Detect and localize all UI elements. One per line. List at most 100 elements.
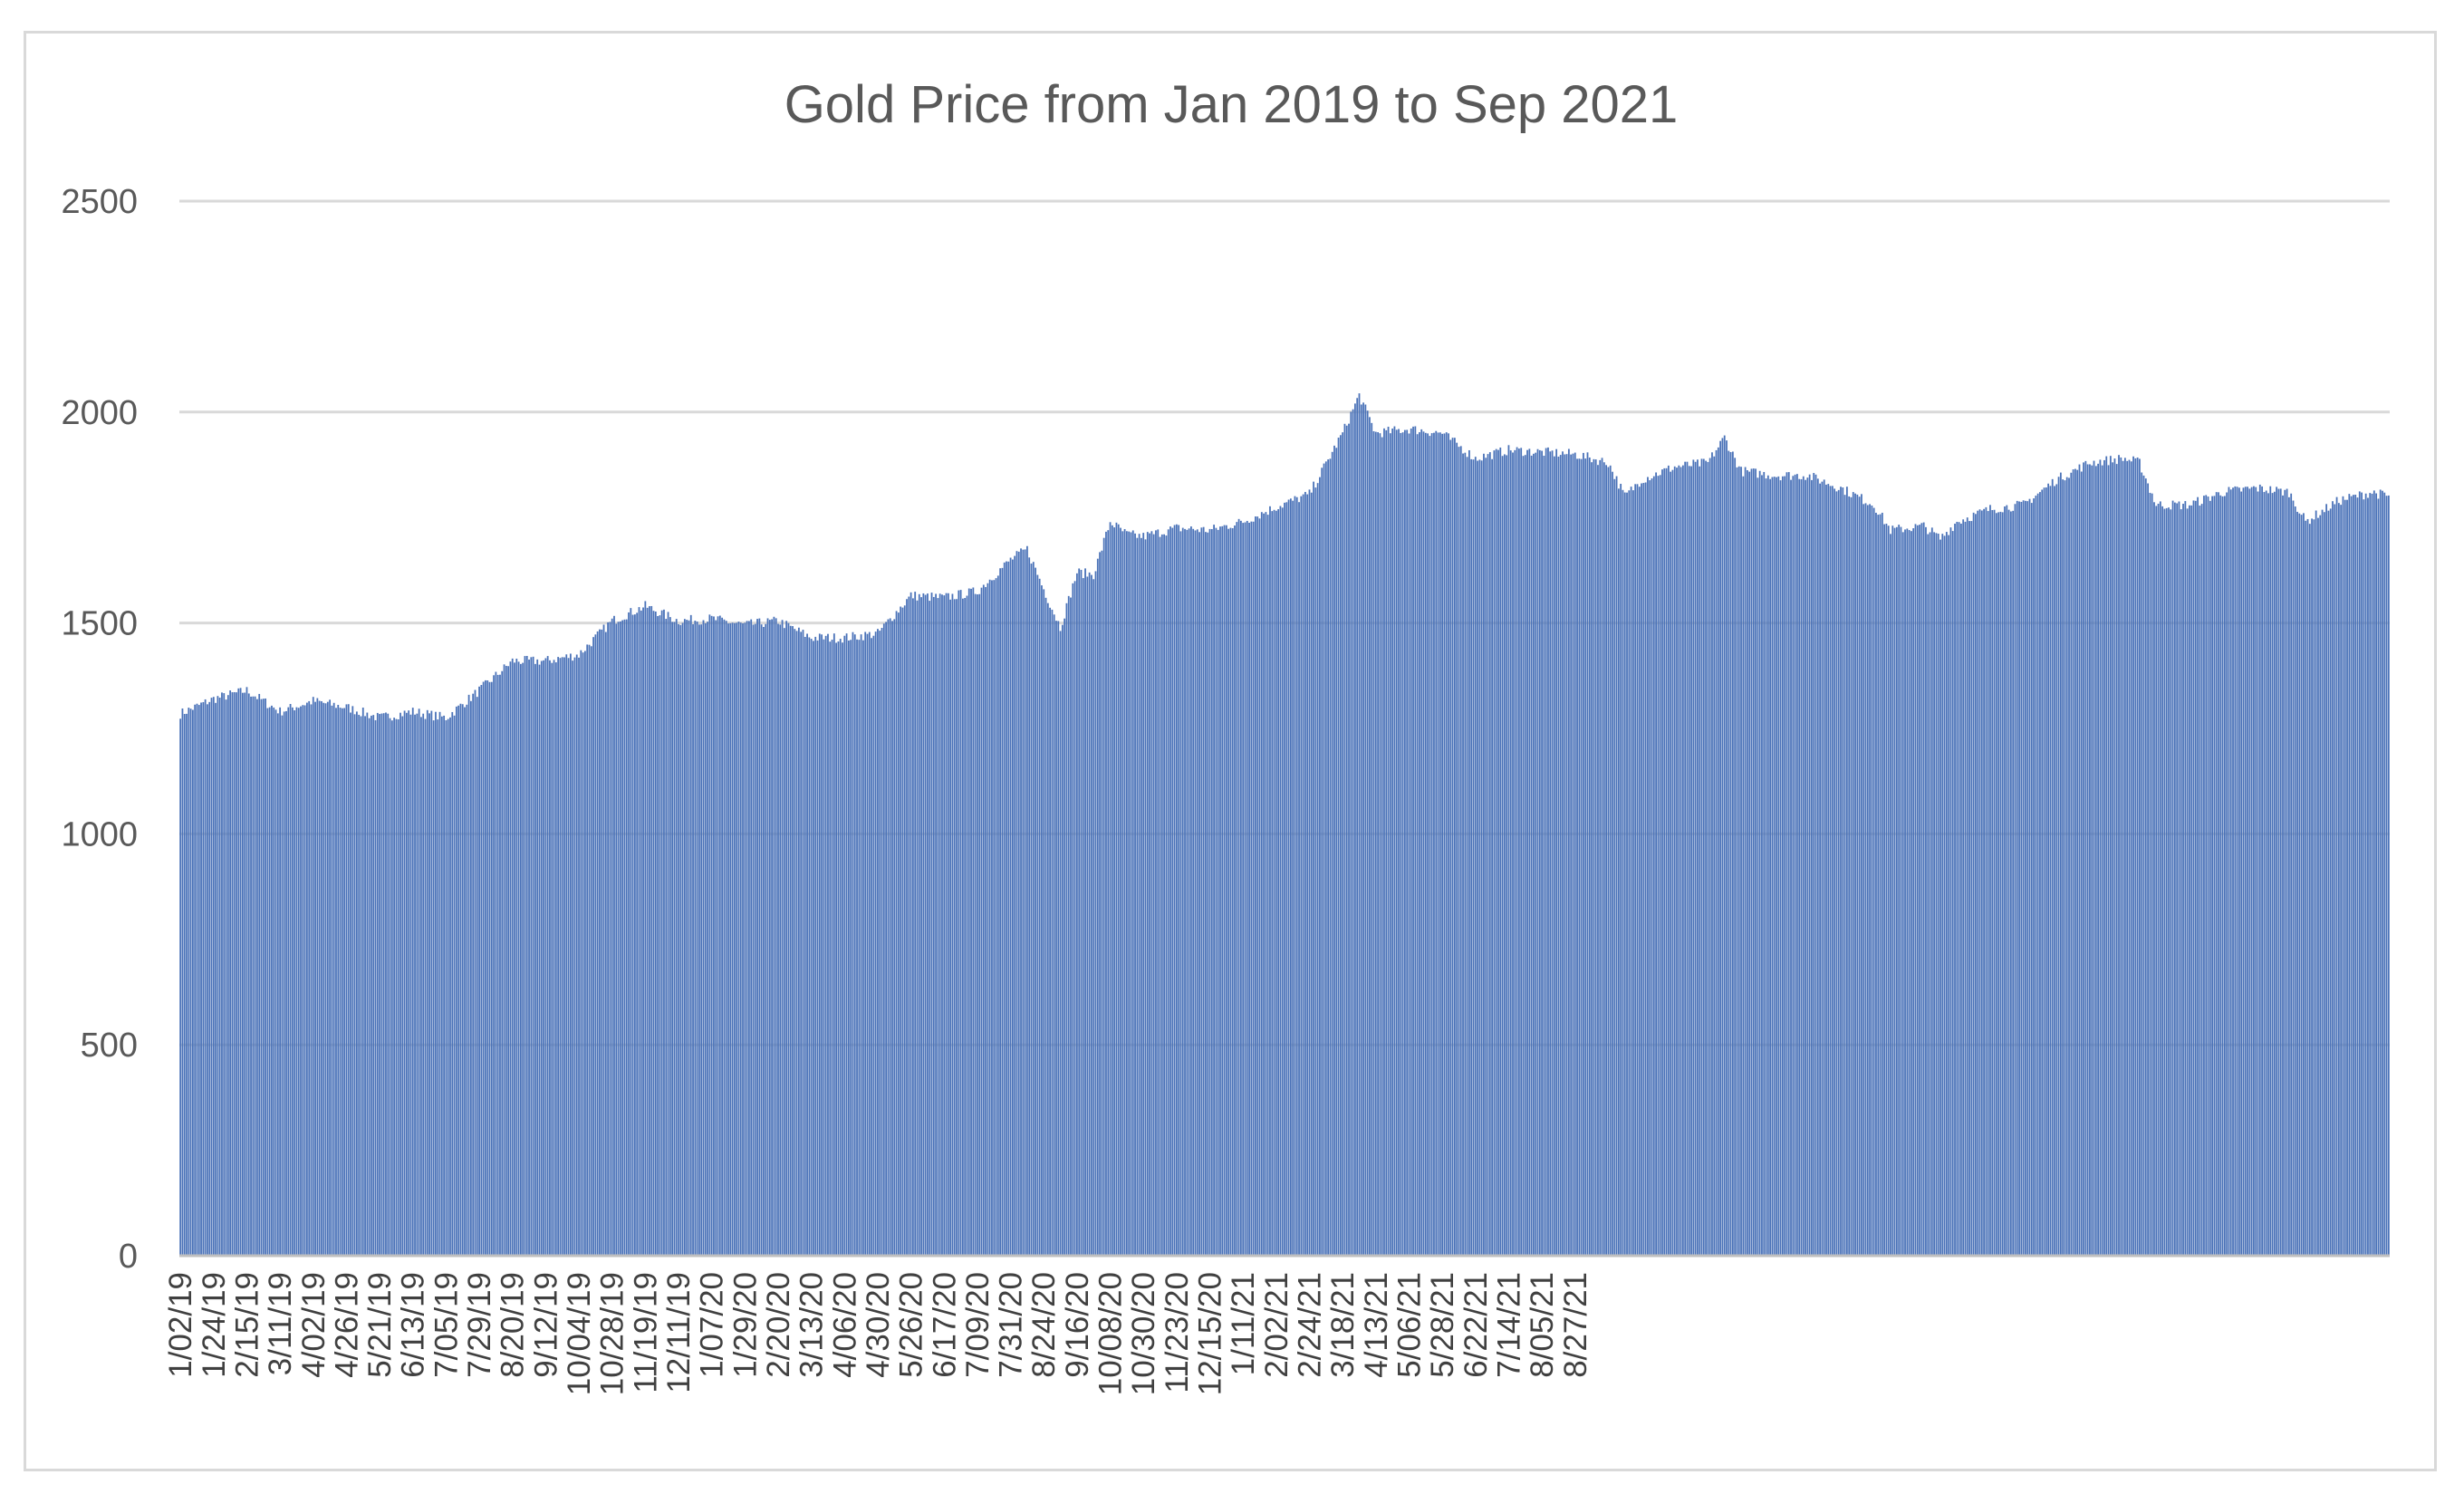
price-bar <box>765 623 767 1256</box>
price-bar <box>1670 471 1672 1256</box>
price-bar <box>1429 436 1431 1257</box>
price-bar <box>273 707 275 1256</box>
price-bar <box>2323 512 2325 1256</box>
price-bar <box>794 629 796 1256</box>
x-tick-label: 1/11/21 <box>1226 1272 1261 1375</box>
price-bar <box>665 619 668 1256</box>
price-bar <box>1067 595 1070 1256</box>
price-bar <box>932 596 935 1256</box>
price-bar <box>1082 578 1084 1256</box>
price-bar <box>2263 492 2266 1256</box>
price-bar <box>1273 509 1275 1256</box>
price-bar <box>1111 525 1113 1256</box>
price-bar <box>1632 490 1634 1256</box>
price-bar <box>1244 522 1246 1256</box>
price-bar <box>2105 456 2108 1257</box>
price-bar <box>1263 513 1265 1256</box>
price-bar <box>371 715 372 1256</box>
price-bar <box>2218 492 2219 1256</box>
price-bar <box>2016 500 2018 1256</box>
price-bar <box>2173 502 2176 1256</box>
price-bar <box>1647 477 1649 1256</box>
price-bar <box>1113 527 1116 1256</box>
price-bar <box>1049 607 1051 1256</box>
price-bar <box>908 596 910 1256</box>
price-bar <box>1377 432 1379 1256</box>
x-tick-label: 11/23/20 <box>1160 1272 1195 1393</box>
price-bar <box>1020 548 1022 1256</box>
price-bar <box>1883 524 1886 1256</box>
price-bar <box>361 708 364 1256</box>
price-bar <box>1339 435 1342 1256</box>
price-bar <box>2265 490 2267 1256</box>
price-bar <box>1414 426 1417 1256</box>
price-bar <box>455 706 457 1256</box>
price-bar <box>649 606 650 1256</box>
x-tick-label: 4/02/19 <box>296 1272 332 1378</box>
price-bar <box>1275 510 1277 1256</box>
price-bar <box>2036 493 2039 1256</box>
price-bar <box>1954 524 1956 1256</box>
price-bar <box>1200 527 1203 1256</box>
price-bar <box>1734 458 1737 1257</box>
price-bar <box>335 708 337 1256</box>
price-bar <box>1258 518 1261 1256</box>
price-bar <box>1837 489 1840 1256</box>
price-bar <box>2377 498 2380 1256</box>
price-bar <box>756 619 758 1256</box>
price-bar <box>2086 464 2089 1256</box>
price-bar <box>1615 476 1618 1256</box>
x-tick-label: 5/21/19 <box>362 1272 398 1378</box>
price-bar <box>1612 471 1613 1256</box>
price-bar <box>1136 537 1139 1256</box>
price-bar <box>1173 525 1176 1256</box>
price-bar <box>2367 497 2369 1256</box>
price-bar <box>2012 510 2015 1256</box>
price-bar <box>390 720 393 1256</box>
price-bar <box>599 629 601 1256</box>
x-tick-label: 6/17/20 <box>927 1272 962 1378</box>
price-bar <box>1922 522 1925 1256</box>
x-tick-label: 3/11/19 <box>263 1272 298 1375</box>
price-bar <box>2317 517 2319 1256</box>
price-bar <box>814 636 817 1256</box>
price-bar <box>1491 458 1493 1256</box>
x-tick-label: 4/30/20 <box>861 1272 896 1378</box>
price-bar <box>1731 451 1734 1257</box>
price-bar <box>1439 432 1441 1256</box>
price-bar <box>1617 488 1620 1256</box>
price-bar <box>594 634 597 1256</box>
price-bar <box>800 631 803 1256</box>
price-bar <box>619 621 621 1256</box>
price-bar <box>2207 496 2209 1256</box>
price-bar <box>839 639 842 1256</box>
price-bar <box>435 711 437 1256</box>
x-tick-label: 4/13/21 <box>1359 1272 1394 1378</box>
price-bar <box>1845 487 1848 1256</box>
price-bar <box>559 658 562 1256</box>
price-bar <box>1453 438 1456 1256</box>
price-bar <box>260 699 263 1256</box>
price-bar <box>341 708 343 1256</box>
price-bar <box>332 702 335 1256</box>
price-bar <box>467 694 470 1256</box>
price-bar <box>1705 460 1707 1257</box>
price-bar <box>1221 525 1224 1256</box>
price-bar <box>615 623 618 1256</box>
price-bar <box>1939 539 1941 1256</box>
x-tick-label: 7/29/19 <box>462 1272 497 1378</box>
price-bar <box>1866 505 1869 1256</box>
price-bar <box>887 619 890 1256</box>
price-bar <box>2051 478 2054 1256</box>
price-bar <box>2113 458 2116 1256</box>
price-bar <box>2329 508 2332 1256</box>
price-bar <box>1032 562 1035 1256</box>
price-bar <box>350 712 351 1256</box>
price-bar <box>1188 528 1190 1256</box>
price-bar <box>265 698 266 1256</box>
price-bar <box>1219 526 1221 1256</box>
price-bar <box>426 709 428 1256</box>
price-bar <box>2080 471 2083 1256</box>
price-bar <box>1306 494 1309 1256</box>
price-bar <box>1246 520 1248 1256</box>
